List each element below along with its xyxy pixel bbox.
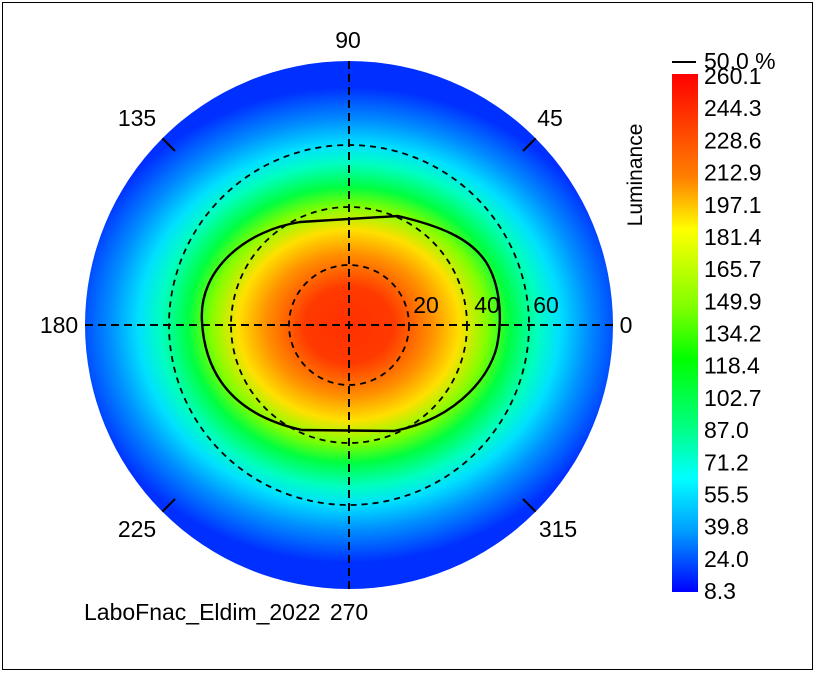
contour-legend-label: 50.0 %: [704, 48, 776, 74]
colorbar-tick-label: 39.8: [704, 514, 749, 540]
colorbar-tick-label: 71.2: [704, 449, 749, 475]
colorbar-tick-label: 118.4: [704, 353, 760, 379]
colorbar-tick-label: 8.3: [704, 578, 736, 604]
tick-135: [161, 137, 176, 152]
tick-315: [522, 498, 537, 513]
colorbar-gradient: [672, 74, 698, 592]
footer-label: LaboFnac_Eldim_2022: [84, 599, 321, 625]
angle-label-180: 180: [40, 312, 78, 338]
colorbar-tick-label: 228.6: [704, 127, 762, 153]
angle-label-315: 315: [539, 516, 577, 542]
radial-label-20: 20: [413, 292, 439, 318]
colorbar-tick-label: 165.7: [704, 256, 762, 282]
tick-225: [161, 498, 176, 513]
colorbar-tick-label: 197.1: [704, 192, 762, 218]
angle-label-225: 225: [118, 516, 156, 542]
colorbar-tick-label: 244.3: [704, 95, 762, 121]
colorbar-tick-label: 212.9: [704, 160, 762, 186]
angle-label-90: 90: [335, 27, 361, 53]
contour-50-percent: [200, 214, 502, 433]
colorbar-tick-label: 102.7: [704, 385, 762, 411]
angle-label-270: 270: [330, 599, 368, 625]
radial-label-40: 40: [474, 292, 500, 318]
tick-45: [522, 137, 537, 152]
ring-20: [288, 264, 410, 386]
colorbar-axis-label: Luminance: [624, 124, 647, 227]
angle-label-45: 45: [537, 105, 563, 131]
angle-label-0: 0: [620, 312, 633, 338]
colorbar-tick-label: 134.2: [704, 321, 762, 347]
colorbar-tick-label: 181.4: [704, 224, 762, 250]
radial-label-60: 60: [533, 292, 559, 318]
colorbar-tick-label: 149.9: [704, 288, 762, 314]
colorbar-tick-label: 87.0: [704, 417, 749, 443]
colorbar-tick-label: 24.0: [704, 546, 749, 572]
colorbar-tick-label: 55.5: [704, 481, 749, 507]
colorbar: 50.0 % Luminance 260.1 244.3 228.6 212.9 197…: [624, 48, 776, 604]
colorbar-tick-label: 260.1: [704, 63, 762, 89]
angle-label-135: 135: [118, 105, 156, 131]
